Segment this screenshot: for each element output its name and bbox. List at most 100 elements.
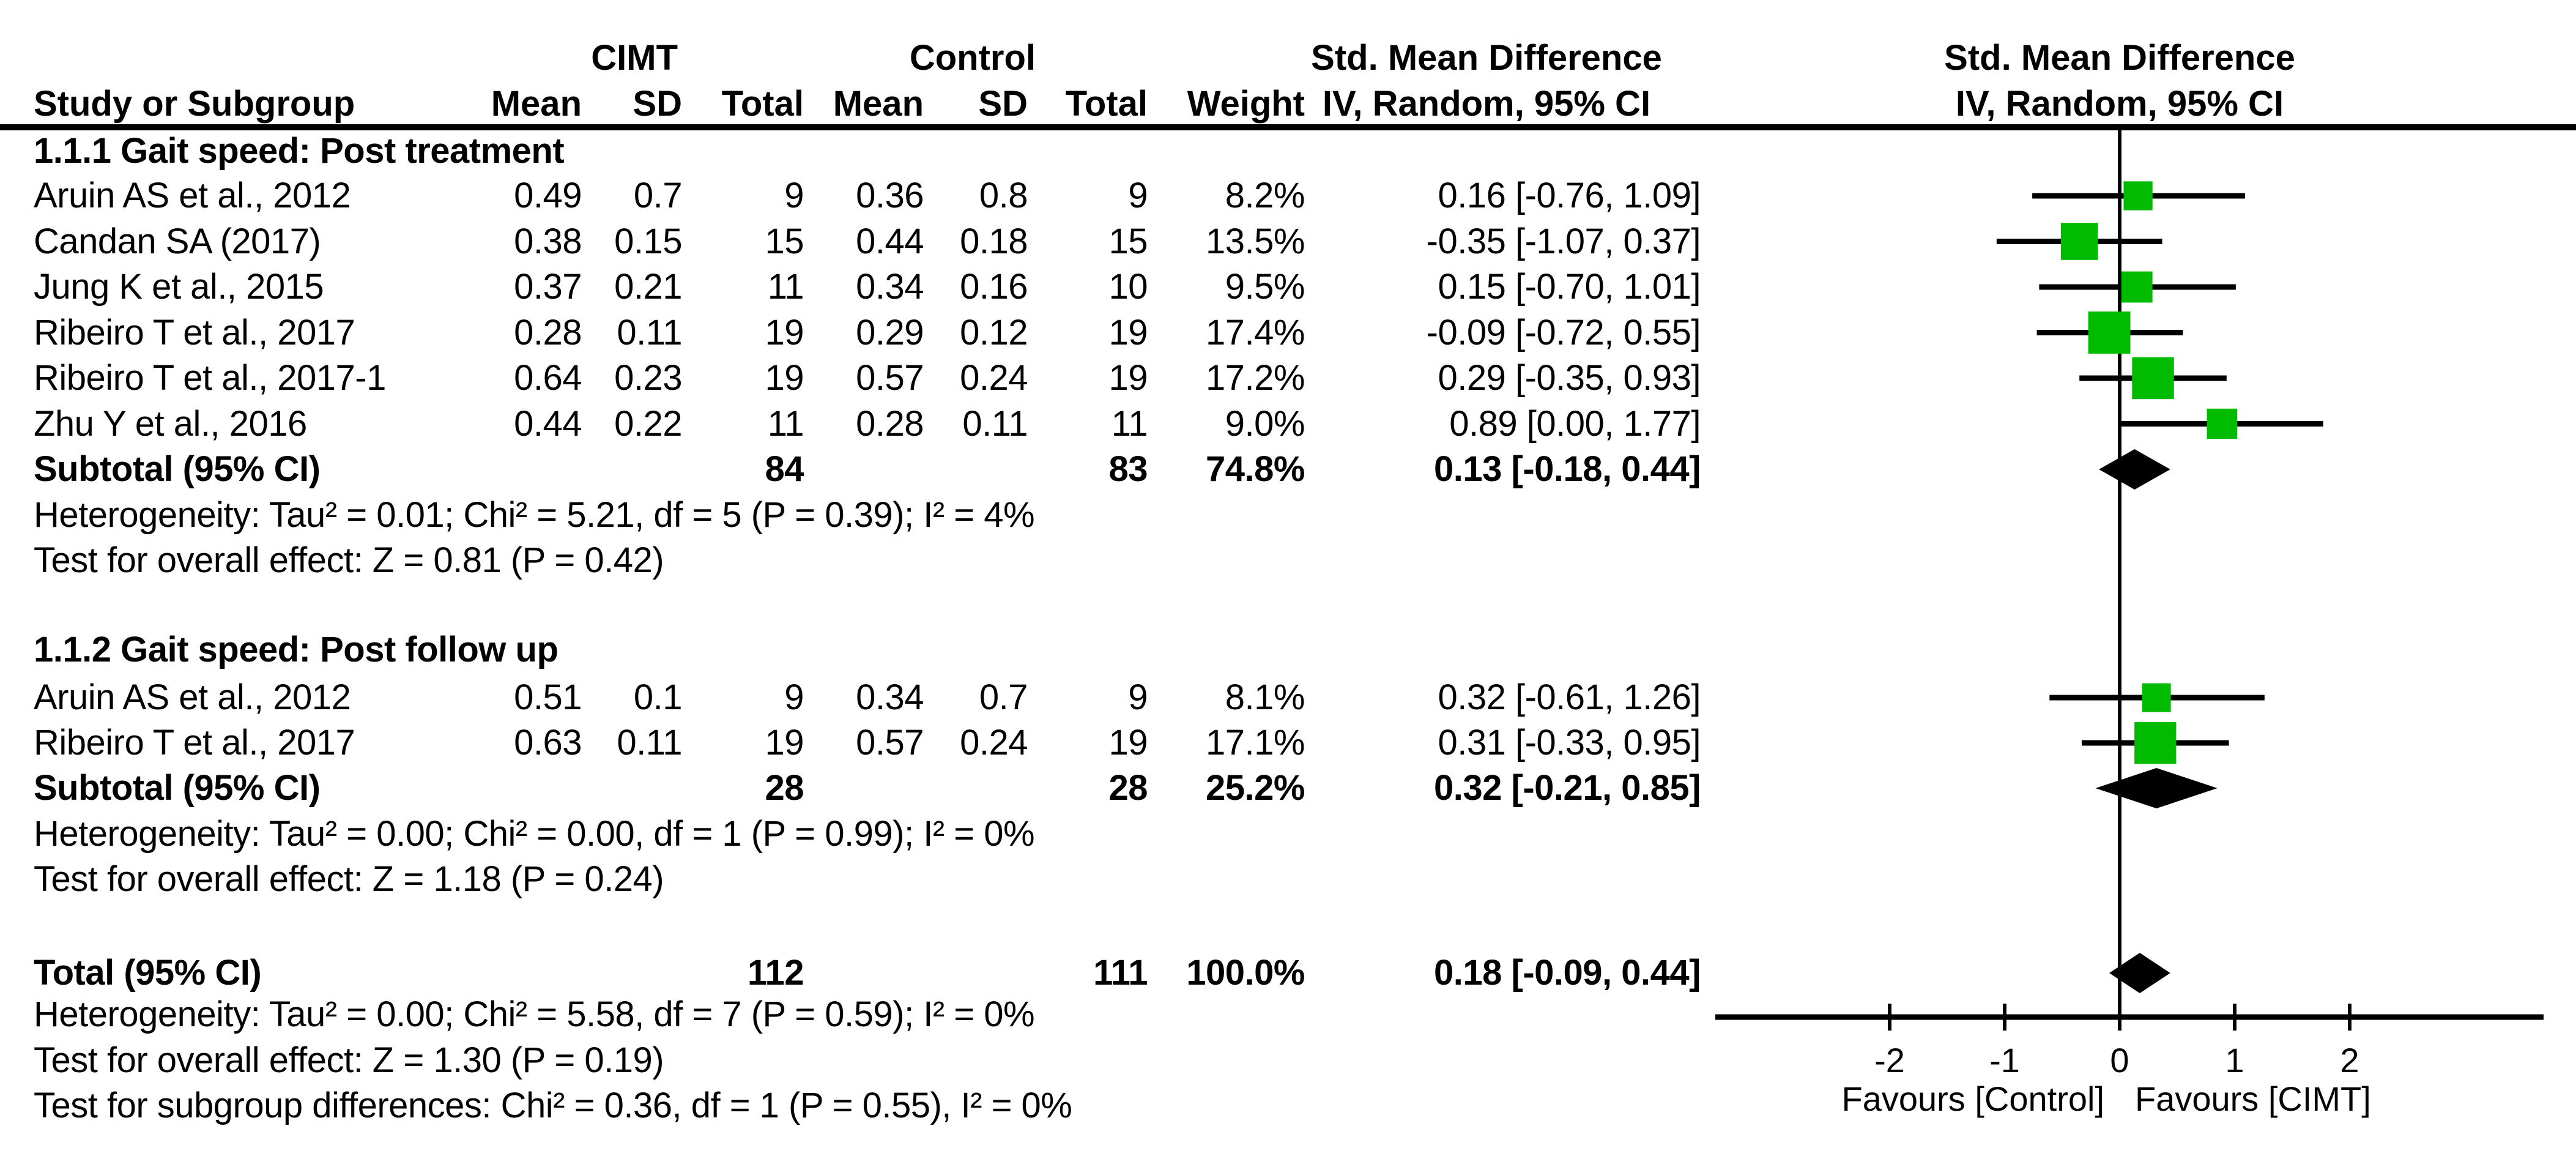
smd-plot-column-subtitle: IV, Random, 95% CI [1955, 84, 2284, 124]
study-row: Zhu Y et al., 2016 0.44 0.22 11 0.28 0.11 11 9.… [0, 401, 2576, 447]
study-row: Ribeiro T et al., 2017 0.63 0.11 19 0.57 0.24… [0, 720, 2576, 766]
cell-total-control: 19 [1108, 723, 1148, 762]
cell-sd-cimt: 0.23 [614, 358, 682, 398]
column-header-total-cimt: Total [721, 84, 804, 124]
subgroup-title-row: 1.1.1 Gait speed: Post treatment [0, 129, 2576, 174]
cell-total-cimt: 112 [747, 953, 804, 993]
cell-smd-ci: -0.35 [-1.07, 0.37] [1426, 221, 1701, 261]
cell-study-name: Zhu Y et al., 2016 [34, 403, 307, 444]
cell-study-name: Ribeiro T et al., 2017-1 [34, 358, 386, 398]
cell-total-cimt: 19 [765, 358, 804, 398]
cell-weight: 9.5% [1225, 267, 1305, 307]
cell-weight: 13.5% [1206, 221, 1305, 261]
cell-sd-control: 0.11 [962, 403, 1028, 444]
cell-mean-control: 0.57 [856, 358, 924, 398]
cell-total-control: 9 [1128, 677, 1148, 717]
total-label: Total (95% CI) [34, 953, 262, 993]
cell-total-cimt: 19 [765, 723, 804, 762]
cell-total-control: 10 [1108, 267, 1148, 307]
cell-smd-ci: 0.15 [-0.70, 1.01] [1438, 267, 1701, 307]
cell-smd-ci: 0.18 [-0.09, 0.44] [1434, 953, 1701, 993]
cell-sd-cimt: 0.1 [633, 677, 683, 717]
subtotal-label: Subtotal (95% CI) [34, 449, 321, 489]
total-row: Total (95% CI) 112 111 100.0% 0.18 [-0.09, 0… [0, 950, 2576, 996]
heterogeneity-text: Heterogeneity: Tau² = 0.01; Chi² = 5.21,… [34, 495, 1035, 535]
heterogeneity-row: Heterogeneity: Tau² = 0.01; Chi² = 5.21,… [0, 493, 2576, 538]
cell-total-cimt: 11 [767, 267, 804, 307]
cell-total-cimt: 84 [765, 449, 804, 489]
column-header-mean-cimt: Mean [491, 84, 582, 124]
study-marker [2123, 181, 2153, 211]
cell-total-cimt: 9 [784, 677, 804, 717]
cell-total-control: 11 [1111, 403, 1148, 444]
cell-weight: 8.1% [1225, 677, 1305, 717]
total-overall-effect-text: Test for overall effect: Z = 1.30 (P = 0… [34, 1040, 664, 1080]
cell-smd-ci: 0.13 [-0.18, 0.44] [1434, 449, 1701, 489]
cell-weight: 17.1% [1206, 723, 1305, 762]
column-header-mean-control: Mean [833, 84, 924, 124]
cell-sd-control: 0.24 [960, 723, 1028, 762]
cell-mean-control: 0.34 [856, 267, 924, 307]
column-header-study: Study or Subgroup [34, 84, 355, 124]
axis-tick-label: 2 [2340, 1041, 2359, 1079]
heterogeneity-text: Heterogeneity: Tau² = 0.00; Chi² = 0.00,… [34, 814, 1035, 854]
cell-study-name: Aruin AS et al., 2012 [34, 677, 351, 717]
study-marker [2060, 223, 2098, 260]
overall-effect-text: Test for overall effect: Z = 0.81 (P = 0… [34, 540, 664, 580]
smd-table-column-subtitle: IV, Random, 95% CI [1322, 84, 1651, 124]
cell-sd-control: 0.12 [960, 312, 1028, 352]
overall-effect-row: Test for overall effect: Z = 0.81 (P = 0… [0, 538, 2576, 583]
cell-mean-cimt: 0.37 [514, 267, 582, 307]
cell-total-cimt: 19 [765, 312, 804, 352]
cell-smd-ci: 0.31 [-0.33, 0.95] [1438, 723, 1701, 762]
column-header-weight: Weight [1187, 84, 1305, 124]
axis-tick-label: -1 [1989, 1041, 2020, 1079]
subtotal-label: Subtotal (95% CI) [34, 768, 321, 808]
cell-mean-cimt: 0.63 [514, 723, 582, 762]
study-marker [2207, 408, 2238, 439]
cell-total-control: 111 [1093, 953, 1148, 993]
heterogeneity-row: Heterogeneity: Tau² = 0.00; Chi² = 0.00,… [0, 811, 2576, 857]
cell-total-control: 19 [1108, 312, 1148, 352]
overall-effect-row: Test for overall effect: Z = 1.18 (P = 0… [0, 857, 2576, 902]
subgroup-difference-row: Test for subgroup differences: Chi² = 0.… [0, 1083, 2576, 1128]
subtotal-diamond [2099, 449, 2170, 490]
study-marker [2142, 683, 2171, 712]
cell-mean-control: 0.36 [856, 176, 924, 215]
cell-mean-cimt: 0.38 [514, 221, 582, 261]
cell-total-control: 28 [1108, 768, 1148, 808]
favours-left-label: Favours [Control] [1842, 1079, 2105, 1118]
cell-study-name: Ribeiro T et al., 2017 [34, 723, 355, 762]
cell-sd-control: 0.24 [960, 358, 1028, 398]
study-marker [2121, 271, 2153, 303]
axis-tick-label: 1 [2225, 1041, 2244, 1079]
cell-mean-cimt: 0.49 [514, 176, 582, 215]
cell-weight: 17.2% [1206, 358, 1305, 398]
cell-mean-control: 0.44 [856, 221, 924, 261]
favours-right-label: Favours [CIMT] [2135, 1079, 2371, 1118]
group-header-cimt: CIMT [591, 38, 678, 78]
cell-smd-ci: -0.09 [-0.72, 0.55] [1426, 312, 1701, 352]
cell-total-cimt: 28 [765, 768, 804, 808]
column-header-sd-control: SD [978, 84, 1028, 124]
cell-total-control: 9 [1128, 176, 1148, 215]
subtotal-row: Subtotal (95% CI) 84 83 74.8% 0.13 [-0.18, 0… [0, 447, 2576, 492]
cell-smd-ci: 0.16 [-0.76, 1.09] [1438, 176, 1701, 215]
cell-weight: 17.4% [1206, 312, 1305, 352]
cell-mean-cimt: 0.51 [514, 677, 582, 717]
cell-mean-cimt: 0.64 [514, 358, 582, 398]
axis-tick-label: -2 [1874, 1041, 1905, 1079]
cell-smd-ci: 0.32 [-0.61, 1.26] [1438, 677, 1701, 717]
cell-weight: 100.0% [1186, 953, 1305, 993]
total-diamond [2109, 953, 2170, 993]
cell-sd-control: 0.8 [979, 176, 1028, 215]
cell-total-cimt: 9 [784, 176, 804, 215]
cell-weight: 9.0% [1225, 403, 1305, 444]
study-row: Aruin AS et al., 2012 0.51 0.1 9 0.34 0.7 9 8.1… [0, 675, 2576, 720]
cell-study-name: Aruin AS et al., 2012 [34, 176, 351, 215]
cell-sd-cimt: 0.11 [617, 312, 682, 352]
study-row: Ribeiro T et al., 2017-1 0.64 0.23 19 0.57 0.… [0, 356, 2576, 401]
cell-smd-ci: 0.32 [-0.21, 0.85] [1434, 768, 1701, 808]
